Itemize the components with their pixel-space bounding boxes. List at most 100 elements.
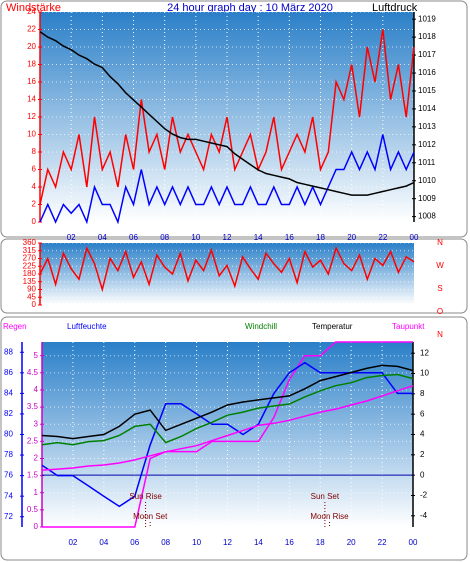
y-tick-label: 8 (32, 147, 37, 156)
y-tick-label: 3 (34, 419, 39, 428)
legend-label: Taupunkt (392, 322, 425, 331)
y-tick-label: 1.5 (27, 471, 39, 480)
y-tick-label: 4 (32, 182, 37, 191)
x-tick-label: 22 (378, 538, 387, 547)
y-tick-label: 24 (27, 7, 36, 16)
y-tick-label: 88 (4, 347, 13, 356)
x-tick-label: 14 (254, 233, 263, 242)
x-tick-label: 16 (285, 233, 294, 242)
y-tick-label: 4 (34, 385, 39, 394)
y-tick-label: 6 (420, 409, 425, 418)
x-tick-label: 08 (160, 233, 169, 242)
event-label: Moon Rise (310, 512, 349, 521)
y-tick-label: 2 (420, 450, 425, 459)
y-tick-label: 16 (27, 77, 36, 86)
series-line (39, 134, 415, 225)
series-line (41, 373, 414, 446)
x-tick-label: 18 (316, 233, 325, 242)
y-tick-label: 2 (32, 200, 37, 209)
legend-label: Regen (3, 322, 27, 331)
y-tick-label: 90 (27, 285, 36, 294)
y-tick-label: 72 (4, 512, 13, 521)
y-tick-label: 45 (27, 292, 36, 301)
chart-title: 24 hour graph day : 10 März 2020 (167, 2, 333, 14)
y-tick-label: 5 (34, 351, 39, 360)
series-line (42, 341, 413, 528)
y-tick-label: 20 (27, 42, 36, 51)
direction-label: O (437, 307, 443, 316)
x-tick-label: 12 (223, 538, 232, 547)
y-tick-label: 1011 (418, 158, 436, 167)
y-tick-label: 0 (32, 217, 37, 226)
y-tick-label: 80 (4, 430, 13, 439)
direction-label: S (437, 284, 442, 293)
y-tick-label: 1014 (418, 104, 436, 113)
y-tick-label: 1013 (418, 122, 436, 131)
series-line (39, 29, 415, 205)
series-line (39, 246, 415, 293)
x-tick-label: 02 (67, 233, 76, 242)
y-tick-label: 0.5 (27, 505, 39, 514)
y-tick-label: 135 (23, 277, 37, 286)
event-label: Moon Set (133, 512, 168, 521)
series-line (41, 364, 414, 440)
y-tick-label: 315 (23, 246, 37, 255)
y-tick-label: 4 (420, 430, 425, 439)
y-tick-label: 8 (420, 389, 425, 398)
y-tick-label: 1008 (418, 212, 436, 221)
y-tick-label: 76 (4, 471, 13, 480)
legend-label: Temperatur (312, 322, 353, 331)
y-tick-label: 0 (420, 470, 425, 479)
x-tick-label: 00 (410, 233, 419, 242)
y-tick-label: 1018 (418, 32, 436, 41)
y-tick-label: 12 (420, 348, 429, 357)
x-tick-label: 20 (347, 233, 356, 242)
y-tick-label: 1015 (418, 86, 436, 95)
y-tick-label: 14 (27, 95, 36, 104)
y-tick-label: 10 (27, 130, 36, 139)
x-tick-label: 04 (98, 233, 107, 242)
y-tick-label: 360 (23, 238, 37, 247)
y-tick-label: 1016 (418, 68, 436, 77)
y-tick-label: 78 (4, 450, 13, 459)
y-tick-label: 12 (27, 112, 36, 121)
y-tick-label: 86 (4, 368, 13, 377)
x-tick-label: 10 (192, 538, 201, 547)
plot-area (40, 243, 414, 305)
direction-label: N (437, 238, 443, 247)
x-tick-label: 06 (130, 538, 139, 547)
y-tick-label: 1017 (418, 50, 436, 59)
y-tick-label: -2 (420, 491, 428, 500)
y-tick-label: 225 (23, 261, 37, 270)
y-tick-label: 2 (34, 454, 39, 463)
y-tick-label: 1019 (418, 14, 436, 23)
x-tick-label: 08 (161, 538, 170, 547)
y-tick-label: 4.5 (27, 368, 39, 377)
x-tick-label: 14 (254, 538, 263, 547)
x-tick-label: 22 (378, 233, 387, 242)
y-tick-label: 22 (27, 25, 36, 34)
x-tick-label: 20 (347, 538, 356, 547)
y-tick-label: 1010 (418, 176, 436, 185)
series-line (39, 31, 415, 196)
y2-axis-label: Luftdruck (372, 2, 418, 14)
y-tick-label: 0 (34, 522, 39, 531)
legend-label: Luftfeuchte (67, 322, 107, 331)
x-tick-label: 10 (191, 233, 200, 242)
legend-label: Windchill (245, 322, 277, 331)
series-line (41, 384, 414, 471)
y-tick-label: 180 (23, 269, 37, 278)
x-tick-label: 04 (99, 538, 108, 547)
y-tick-label: 0 (32, 300, 37, 309)
y-tick-label: 2.5 (27, 436, 39, 445)
y-tick-label: 6 (32, 165, 37, 174)
x-tick-label: 02 (68, 538, 77, 547)
y-tick-label: 74 (4, 491, 13, 500)
x-tick-label: 16 (285, 538, 294, 547)
y-axis-label: Windstärke (6, 2, 61, 14)
y-tick-label: 1012 (418, 140, 436, 149)
y-tick-label: 10 (420, 369, 429, 378)
x-tick-label: 06 (129, 233, 138, 242)
direction-label: N (437, 330, 443, 339)
